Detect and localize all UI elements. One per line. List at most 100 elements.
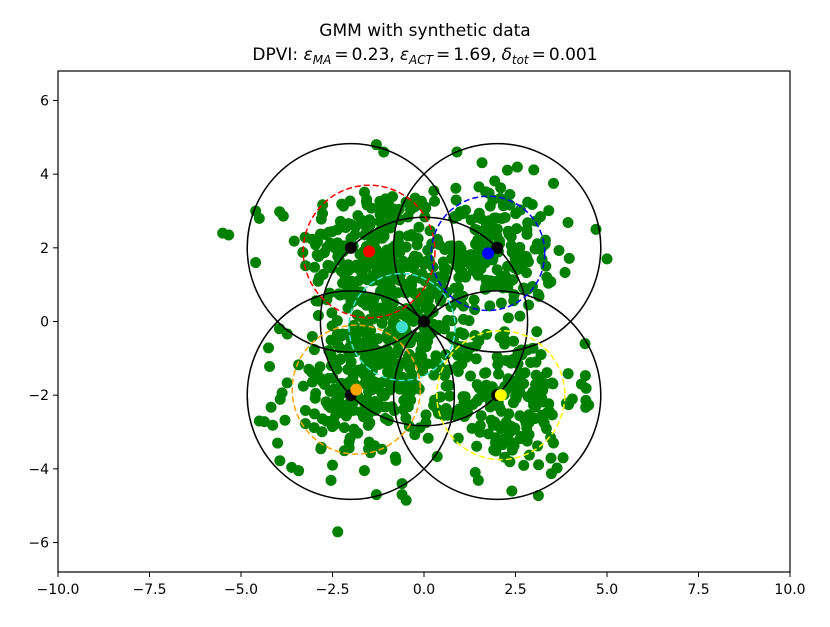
x-axis: −10.0 −7.5 −5.0 −2.5 0.0 2.5 5.0 7.5 10.0: [37, 572, 806, 598]
synthetic-point: [312, 295, 324, 307]
synthetic-point: [514, 310, 526, 322]
x-tick-label: −5.0: [224, 582, 258, 598]
synthetic-point: [474, 419, 486, 431]
synthetic-point: [263, 342, 275, 354]
synthetic-point: [315, 443, 327, 455]
synthetic-point: [366, 229, 378, 241]
synthetic-point: [420, 302, 432, 314]
synthetic-point: [325, 349, 337, 361]
synthetic-point: [311, 249, 323, 261]
x-tick-label: −10.0: [37, 582, 80, 598]
synthetic-point: [338, 422, 350, 434]
synthetic-point: [422, 432, 434, 444]
synthetic-point: [310, 387, 322, 399]
synthetic-point: [396, 478, 408, 490]
synthetic-point: [425, 325, 437, 337]
x-tick-label: 2.5: [504, 582, 526, 598]
x-tick-label: 5.0: [596, 582, 618, 598]
synthetic-point: [440, 380, 452, 392]
synthetic-point: [521, 435, 533, 447]
synthetic-point: [397, 404, 409, 416]
synthetic-point: [360, 221, 372, 233]
synthetic-point: [481, 328, 493, 340]
synthetic-point: [503, 427, 515, 439]
y-tick-label: 6: [40, 93, 49, 109]
synthetic-point: [601, 253, 613, 265]
synthetic-point: [390, 309, 402, 321]
synthetic-point: [274, 455, 286, 467]
synthetic-point: [392, 344, 404, 356]
synthetic-point: [253, 415, 265, 427]
synthetic-point: [396, 489, 408, 501]
synthetic-point: [468, 294, 480, 306]
synthetic-point: [395, 381, 407, 393]
synthetic-point: [331, 363, 343, 375]
synthetic-point: [518, 459, 530, 471]
synthetic-point: [337, 200, 349, 212]
synthetic-point: [360, 262, 372, 274]
synthetic-point: [504, 456, 516, 468]
synthetic-point: [325, 474, 337, 486]
synthetic-point: [422, 244, 434, 256]
synthetic-point: [217, 227, 229, 239]
synthetic-point: [410, 380, 422, 392]
synthetic-point: [293, 359, 305, 371]
synthetic-point: [368, 237, 380, 249]
synthetic-point: [345, 233, 357, 245]
synthetic-point: [342, 407, 354, 419]
synthetic-point: [488, 212, 500, 224]
y-tick-label: −2: [28, 388, 49, 404]
synthetic-point: [553, 245, 565, 257]
synthetic-point: [362, 316, 374, 328]
synthetic-point: [372, 333, 384, 345]
synthetic-point: [352, 364, 364, 376]
true-component-circle: [319, 216, 529, 427]
synthetic-point: [465, 214, 477, 226]
synthetic-point: [439, 370, 451, 382]
synthetic-point: [473, 207, 485, 219]
synthetic-point: [579, 370, 591, 382]
synthetic-point: [499, 211, 511, 223]
synthetic-point: [522, 217, 534, 229]
synthetic-point: [317, 376, 329, 388]
synthetic-point: [533, 459, 545, 471]
synthetic-point: [433, 320, 445, 332]
synthetic-point: [380, 193, 392, 205]
synthetic-point: [293, 465, 305, 477]
synthetic-point: [356, 296, 368, 308]
synthetic-point: [523, 416, 535, 428]
synthetic-point: [393, 230, 405, 242]
x-tick-label: 0.0: [413, 582, 435, 598]
synthetic-point: [411, 239, 423, 251]
synthetic-point: [332, 526, 344, 538]
synthetic-point: [406, 279, 418, 291]
synthetic-point: [264, 361, 276, 373]
estimated-mean-point: [482, 247, 495, 260]
synthetic-point: [312, 310, 324, 322]
synthetic-point: [360, 196, 372, 208]
synthetic-point: [430, 355, 442, 367]
synthetic-point: [383, 252, 395, 264]
synthetic-point: [473, 241, 485, 253]
synthetic-point: [458, 397, 470, 409]
synthetic-point: [281, 328, 293, 340]
synthetic-point: [267, 419, 279, 431]
synthetic-point: [480, 186, 492, 198]
synthetic-point: [337, 277, 349, 289]
synthetic-point: [519, 367, 531, 379]
synthetic-point: [299, 418, 311, 430]
synthetic-point: [389, 451, 401, 463]
true-component-circle: [246, 142, 456, 353]
true-mean-point: [344, 241, 357, 254]
synthetic-point: [331, 224, 343, 236]
synthetic-point: [397, 255, 409, 267]
synthetic-point: [413, 221, 425, 233]
synthetic-point: [377, 260, 389, 272]
synthetic-point: [511, 161, 523, 173]
synthetic-point: [342, 363, 354, 375]
synthetic-point: [469, 467, 481, 479]
x-tick-label: 10.0: [774, 582, 805, 598]
synthetic-point: [376, 317, 388, 329]
synthetic-point: [545, 431, 557, 443]
synthetic-point: [471, 255, 483, 267]
